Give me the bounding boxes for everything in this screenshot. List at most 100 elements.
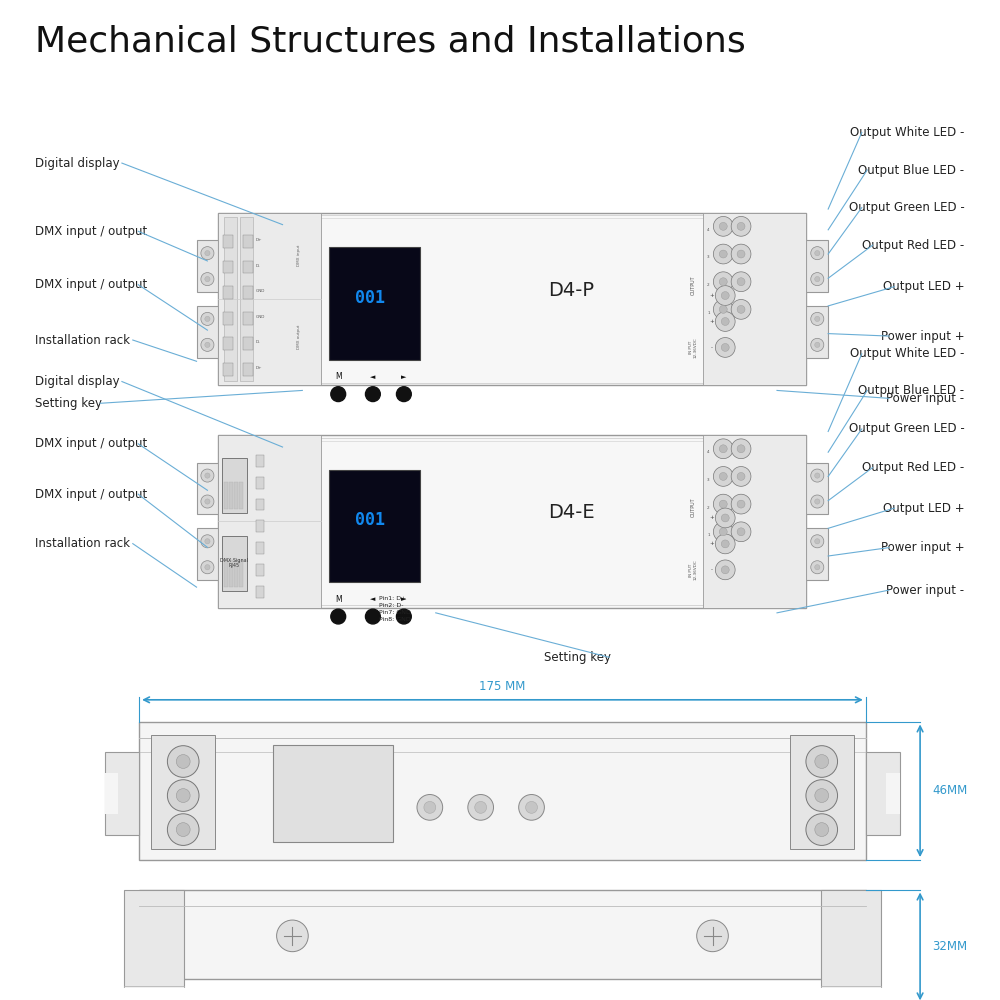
Text: -: - — [710, 345, 712, 350]
Circle shape — [331, 609, 346, 624]
Text: DMX input / output: DMX input / output — [35, 278, 148, 291]
Circle shape — [731, 244, 751, 264]
Bar — [806, 528, 828, 580]
Text: 001: 001 — [355, 511, 385, 529]
Text: Output Red LED -: Output Red LED - — [862, 461, 965, 474]
Circle shape — [713, 272, 733, 292]
Text: ◄: ◄ — [370, 596, 376, 602]
Circle shape — [815, 789, 829, 802]
Bar — [243, 363, 253, 376]
Circle shape — [815, 251, 820, 256]
Circle shape — [205, 539, 210, 544]
Text: 1: 1 — [707, 533, 710, 537]
Text: Output White LED -: Output White LED - — [850, 126, 965, 139]
Circle shape — [811, 495, 824, 508]
Bar — [229, 482, 233, 509]
Bar — [197, 306, 218, 358]
Text: Power input -: Power input - — [886, 392, 965, 405]
Bar — [243, 286, 253, 299]
Circle shape — [811, 273, 824, 286]
Circle shape — [205, 277, 210, 282]
Text: Installation rack: Installation rack — [35, 537, 130, 550]
Bar — [806, 240, 828, 292]
Text: D+: D+ — [256, 366, 262, 370]
Bar — [256, 520, 264, 532]
Bar — [243, 337, 253, 350]
Bar — [256, 586, 264, 598]
Text: Power input -: Power input - — [886, 584, 965, 597]
Circle shape — [815, 499, 820, 504]
Bar — [821, 890, 881, 1000]
Circle shape — [331, 387, 346, 402]
Circle shape — [811, 561, 824, 574]
Bar — [256, 542, 264, 554]
Circle shape — [815, 277, 820, 282]
Circle shape — [201, 338, 214, 351]
Bar — [218, 213, 321, 385]
Circle shape — [731, 439, 751, 459]
Bar — [821, 986, 881, 1000]
Circle shape — [815, 539, 820, 544]
Circle shape — [731, 216, 751, 236]
Text: Setting key: Setting key — [544, 651, 611, 664]
Circle shape — [811, 312, 824, 325]
Bar — [223, 286, 233, 299]
Text: Power input +: Power input + — [881, 330, 965, 343]
Circle shape — [731, 300, 751, 319]
Bar — [139, 890, 866, 979]
Circle shape — [713, 216, 733, 236]
Text: 3: 3 — [707, 478, 710, 482]
Text: Output LED +: Output LED + — [883, 502, 965, 515]
Bar — [218, 435, 806, 608]
Circle shape — [176, 789, 190, 802]
Circle shape — [201, 247, 214, 260]
Bar — [222, 536, 247, 591]
Text: Output LED +: Output LED + — [883, 280, 965, 293]
Text: Output Green LED -: Output Green LED - — [849, 201, 965, 214]
Circle shape — [713, 300, 733, 319]
Text: ►: ► — [401, 596, 407, 602]
Text: 175 MM: 175 MM — [479, 680, 526, 693]
Text: Power input +: Power input + — [881, 541, 965, 554]
Bar — [886, 773, 900, 814]
Circle shape — [731, 272, 751, 292]
Circle shape — [365, 609, 380, 624]
Circle shape — [731, 522, 751, 542]
Circle shape — [806, 814, 838, 845]
Circle shape — [737, 278, 745, 286]
Text: OUTPUT: OUTPUT — [691, 498, 696, 517]
Circle shape — [176, 755, 190, 768]
Bar — [240, 217, 253, 381]
Text: 001: 001 — [355, 289, 385, 307]
Bar — [273, 745, 393, 842]
Bar — [806, 306, 828, 358]
Bar — [223, 363, 233, 376]
Bar — [234, 560, 238, 587]
Circle shape — [737, 305, 745, 313]
Circle shape — [721, 292, 729, 300]
Circle shape — [201, 561, 214, 574]
Text: Output Blue LED -: Output Blue LED - — [858, 164, 965, 177]
Circle shape — [721, 566, 729, 574]
Circle shape — [815, 316, 820, 322]
Bar — [224, 482, 228, 509]
Circle shape — [715, 338, 735, 357]
Circle shape — [721, 318, 729, 325]
Circle shape — [715, 286, 735, 305]
Circle shape — [719, 500, 727, 508]
Bar — [243, 312, 253, 325]
Bar — [223, 235, 233, 248]
Circle shape — [519, 795, 544, 820]
Text: Digital display: Digital display — [35, 157, 120, 170]
Text: IN PUT
12-36VDC: IN PUT 12-36VDC — [689, 337, 698, 358]
Text: ►: ► — [401, 374, 407, 380]
Circle shape — [719, 250, 727, 258]
Bar — [243, 235, 253, 248]
Circle shape — [721, 540, 729, 548]
Bar — [221, 215, 803, 383]
Circle shape — [424, 801, 436, 813]
Text: DMX Signal
RJ45: DMX Signal RJ45 — [220, 558, 248, 568]
Circle shape — [365, 387, 380, 402]
Bar — [151, 735, 215, 849]
Bar — [256, 455, 264, 467]
